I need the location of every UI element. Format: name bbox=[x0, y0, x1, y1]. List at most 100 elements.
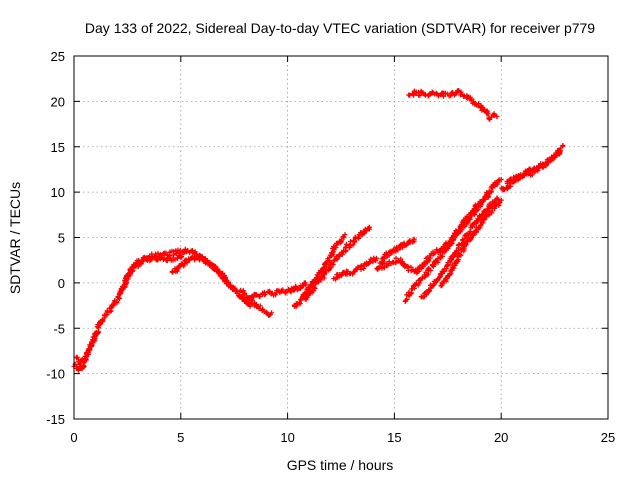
data-point bbox=[303, 288, 317, 303]
data-point bbox=[97, 312, 108, 327]
data-point bbox=[408, 236, 417, 245]
data-point bbox=[102, 303, 116, 319]
data-point bbox=[461, 93, 476, 106]
data-point bbox=[439, 90, 452, 99]
y-tick-label: 5 bbox=[58, 231, 65, 246]
data-point bbox=[438, 272, 453, 289]
data-point bbox=[109, 294, 121, 308]
data-point bbox=[413, 260, 427, 276]
data-point bbox=[479, 190, 493, 205]
y-tick-label: -10 bbox=[46, 367, 65, 382]
x-tick-labels: 0 5 10 15 20 25 bbox=[70, 430, 615, 445]
data-point bbox=[463, 228, 478, 245]
data-point bbox=[358, 260, 371, 272]
data-point bbox=[117, 274, 130, 294]
sdtvar-arc-8 bbox=[303, 224, 372, 303]
data-point bbox=[536, 158, 552, 170]
data-point bbox=[386, 255, 402, 267]
data-point bbox=[419, 265, 432, 281]
sdtvar-arc-3 bbox=[117, 252, 184, 294]
data-point bbox=[427, 89, 444, 99]
data-point bbox=[411, 276, 424, 291]
y-tick-label: 20 bbox=[51, 94, 65, 109]
data-point bbox=[254, 303, 269, 315]
data-point bbox=[178, 257, 192, 269]
data-point bbox=[428, 255, 441, 273]
y-tick-label: 25 bbox=[51, 49, 65, 64]
data-point bbox=[90, 330, 101, 342]
sdtvar-arc-9 bbox=[331, 255, 379, 282]
sdtvar-arc-16 bbox=[504, 150, 563, 185]
axis-ticks bbox=[73, 55, 609, 420]
data-point bbox=[489, 197, 504, 211]
y-axis-label: SDTVAR / TECUs bbox=[7, 182, 23, 294]
y-tick-label: -15 bbox=[46, 412, 65, 427]
data-point bbox=[327, 252, 342, 271]
data-point bbox=[406, 88, 422, 98]
data-point bbox=[445, 250, 459, 268]
data-point bbox=[417, 88, 433, 99]
data-point bbox=[462, 222, 476, 239]
data-point bbox=[472, 216, 487, 235]
data-point bbox=[504, 173, 519, 185]
data-point bbox=[366, 255, 379, 267]
data-point bbox=[291, 294, 306, 310]
y-tick-label: 10 bbox=[51, 185, 65, 200]
data-point bbox=[344, 238, 358, 250]
data-point bbox=[427, 274, 442, 291]
y-tick-label: 0 bbox=[58, 276, 65, 291]
data-point bbox=[233, 288, 248, 304]
data-point bbox=[298, 280, 309, 290]
x-tick-label: 20 bbox=[494, 430, 508, 445]
data-point bbox=[264, 310, 275, 318]
sdtvar-arc-4 bbox=[169, 253, 234, 289]
data-point bbox=[487, 111, 500, 122]
sdtvar-arc-1 bbox=[71, 246, 253, 373]
data-point bbox=[461, 208, 476, 224]
data-point bbox=[352, 230, 367, 241]
data-point bbox=[288, 283, 303, 295]
sdtvar-arc-2 bbox=[74, 330, 101, 367]
x-tick-label: 10 bbox=[280, 430, 294, 445]
sdtvar-arc-13 bbox=[418, 195, 502, 300]
sdtvar-arc-14 bbox=[438, 197, 504, 289]
data-point bbox=[490, 177, 504, 191]
data-point bbox=[430, 246, 444, 257]
x-tick-label: 15 bbox=[387, 430, 401, 445]
data-point bbox=[336, 244, 349, 259]
data-point bbox=[186, 253, 199, 263]
x-tick-label: 0 bbox=[70, 430, 77, 445]
data-point bbox=[82, 348, 92, 364]
data-point bbox=[481, 204, 495, 222]
chart-title: Day 133 of 2022, Sidereal Day-to-day VTE… bbox=[85, 20, 595, 36]
sdtvar-arc-12 bbox=[402, 190, 493, 304]
data-point bbox=[164, 255, 178, 263]
sdtvar-arc-17 bbox=[406, 88, 500, 122]
data-point bbox=[379, 261, 391, 271]
sdtvar-arc-5 bbox=[246, 280, 309, 301]
x-tick-label: 5 bbox=[177, 430, 184, 445]
sdtvar-arc-10 bbox=[374, 236, 417, 273]
x-tick-label: 25 bbox=[601, 430, 615, 445]
data-point bbox=[169, 263, 182, 275]
data-points bbox=[71, 88, 566, 373]
y-tick-label: -5 bbox=[53, 321, 65, 336]
data-point bbox=[175, 252, 184, 261]
x-axis-label: GPS time / hours bbox=[287, 457, 394, 473]
y-tick-label: 15 bbox=[51, 140, 65, 155]
data-point bbox=[87, 337, 96, 353]
data-point bbox=[334, 232, 348, 247]
data-point bbox=[487, 195, 502, 209]
data-point bbox=[444, 230, 458, 251]
grid bbox=[73, 55, 609, 420]
data-point bbox=[325, 241, 339, 264]
y-tick-labels: -15 -10 -5 0 5 10 15 20 25 bbox=[46, 49, 65, 427]
data-point bbox=[418, 287, 432, 300]
data-point bbox=[361, 224, 372, 235]
sdtvar-arc-6 bbox=[237, 287, 275, 318]
data-point bbox=[203, 259, 217, 269]
sdtvar-arc-7 bbox=[291, 232, 348, 310]
data-point bbox=[273, 288, 285, 298]
data-point bbox=[331, 272, 345, 282]
